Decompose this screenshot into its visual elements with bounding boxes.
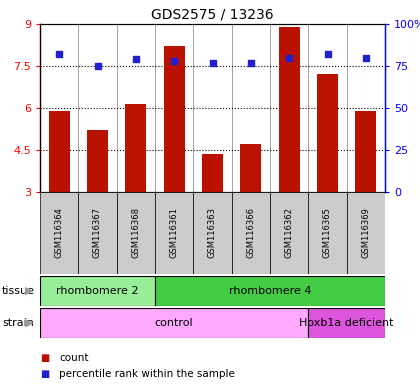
Bar: [40, 308, 308, 338]
Text: GSM116364: GSM116364: [55, 208, 64, 258]
Text: ▶: ▶: [25, 318, 34, 328]
Point: [171, 58, 178, 64]
Bar: [155, 192, 193, 274]
Bar: [355, 111, 376, 192]
Text: GSM116367: GSM116367: [93, 207, 102, 258]
Point: [362, 55, 369, 61]
Text: GSM116368: GSM116368: [131, 207, 140, 258]
Text: GSM116363: GSM116363: [208, 207, 217, 258]
Bar: [40, 192, 79, 274]
Text: rhombomere 4: rhombomere 4: [229, 286, 311, 296]
Text: ▶: ▶: [25, 286, 34, 296]
Bar: [155, 276, 385, 306]
Title: GDS2575 / 13236: GDS2575 / 13236: [151, 7, 274, 22]
Bar: [125, 104, 147, 192]
Point: [324, 51, 331, 57]
Bar: [308, 192, 346, 274]
Bar: [117, 192, 155, 274]
Point: [94, 63, 101, 69]
Bar: [278, 27, 300, 192]
Bar: [40, 276, 155, 306]
Text: count: count: [59, 353, 88, 363]
Bar: [79, 192, 117, 274]
Text: tissue: tissue: [2, 286, 35, 296]
Text: Hoxb1a deficient: Hoxb1a deficient: [299, 318, 394, 328]
Point: [132, 56, 139, 62]
Bar: [346, 192, 385, 274]
Point: [247, 60, 254, 66]
Point: [209, 60, 216, 66]
Point: [56, 51, 63, 57]
Bar: [49, 111, 70, 192]
Text: percentile rank within the sample: percentile rank within the sample: [59, 369, 235, 379]
Bar: [317, 74, 338, 192]
Text: GSM116362: GSM116362: [285, 208, 294, 258]
Text: ■: ■: [40, 369, 49, 379]
Point: [286, 55, 292, 61]
Text: GSM116369: GSM116369: [361, 208, 370, 258]
Bar: [232, 192, 270, 274]
Text: strain: strain: [2, 318, 34, 328]
Text: GSM116361: GSM116361: [170, 208, 178, 258]
Text: control: control: [155, 318, 194, 328]
Text: GSM116365: GSM116365: [323, 208, 332, 258]
Bar: [164, 46, 185, 192]
Text: ■: ■: [40, 353, 49, 363]
Text: rhombomere 2: rhombomere 2: [56, 286, 139, 296]
Bar: [240, 144, 261, 192]
Text: GSM116366: GSM116366: [247, 207, 255, 258]
Bar: [87, 131, 108, 192]
Bar: [270, 192, 308, 274]
Bar: [308, 308, 385, 338]
Bar: [193, 192, 232, 274]
Bar: [202, 154, 223, 192]
